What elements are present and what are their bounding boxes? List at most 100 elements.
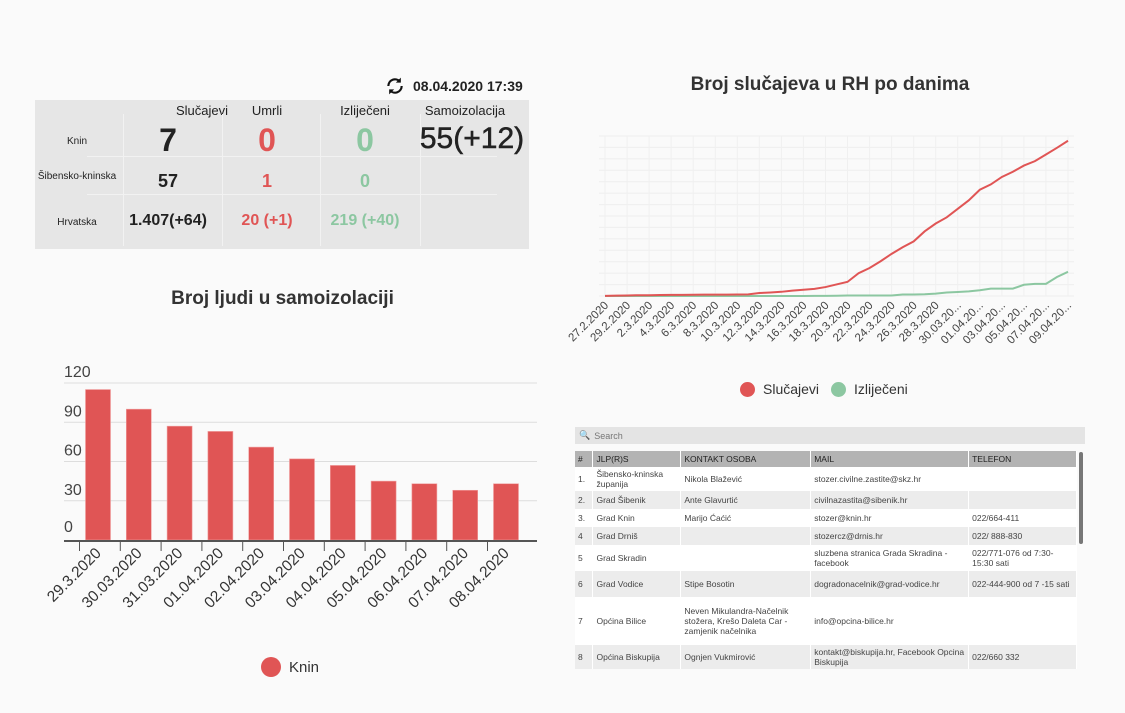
bar bbox=[289, 458, 315, 541]
bar-chart-title: Broj ljudi u samoizolaciji bbox=[171, 288, 394, 309]
search-icon: 🔍 bbox=[579, 430, 591, 440]
y-tick-label: 60 bbox=[64, 443, 82, 460]
table-cell: Ognjen Vukmirović bbox=[680, 645, 812, 669]
croatia-deaths: 20 (+1) bbox=[241, 212, 293, 229]
search-input[interactable]: 🔍 Search bbox=[575, 427, 1085, 444]
legend-dot-knin bbox=[261, 657, 281, 677]
table-row[interactable]: 4 Grad Drniš stozercz@drnis.hr 022/ 888-830 bbox=[575, 527, 1077, 545]
table-cell: kontakt@biskupija.hr, Facebook Opcina Bi… bbox=[810, 645, 970, 669]
bar bbox=[452, 489, 479, 541]
table-cell: stozer@knin.hr bbox=[810, 509, 970, 527]
table-cell: 3. bbox=[575, 509, 594, 527]
table-cell: 4 bbox=[575, 527, 594, 545]
line-chart: 27.2.202029.2.20202.3.20204.3.20206.3.20… bbox=[566, 135, 1074, 347]
column-header[interactable]: KONTAKT OSOBA bbox=[680, 451, 812, 467]
table-cell: civilnazastita@sibenik.hr bbox=[810, 491, 970, 509]
stats-panel: Slučajevi Umrli Izliječeni Samoizolacija… bbox=[35, 100, 529, 249]
table-cell: 7 bbox=[575, 597, 594, 645]
bar bbox=[207, 431, 234, 541]
county-cases: 57 bbox=[157, 171, 179, 191]
table-cell bbox=[680, 527, 812, 545]
row-label: Šibensko-kninska bbox=[37, 171, 117, 182]
table-cell: 8 bbox=[575, 645, 594, 669]
y-tick-label: 120 bbox=[64, 364, 91, 381]
col-header-cases: Slučajevi bbox=[175, 103, 229, 118]
last-updated: 08.04.2020 17:39 bbox=[385, 76, 523, 96]
croatia-cases: 1.407(+64) bbox=[129, 212, 207, 229]
row-label: Hrvatska bbox=[57, 217, 97, 228]
bar bbox=[370, 480, 397, 541]
bar bbox=[85, 389, 111, 541]
table-cell: 6 bbox=[575, 571, 594, 597]
contacts-table-card: 🔍 Search # JLP(R)S KONTAKT OSOBA MAIL TELEFO… bbox=[575, 427, 1085, 675]
legend-label[interactable]: Knin bbox=[289, 658, 320, 676]
table-cell: Općina Bilice bbox=[592, 597, 682, 645]
legend-label[interactable]: Izliječeni bbox=[854, 381, 908, 397]
table-row[interactable]: 8 Općina Biskupija Ognjen Vukmirović kontak… bbox=[575, 645, 1077, 669]
table-cell: Neven Mikulandra-Načelnik stožera, Krešo… bbox=[680, 597, 812, 645]
legend-dot-cases bbox=[740, 381, 755, 397]
table-cell: Šibensko-kninska županija bbox=[592, 467, 682, 491]
y-tick-label: 30 bbox=[64, 482, 82, 499]
table-row[interactable]: 6 Grad Vodice Stipe Bosotin dogradonacelnik… bbox=[575, 571, 1077, 597]
legend-dot-recovered bbox=[831, 381, 847, 397]
table-cell: stozercz@drnis.hr bbox=[810, 527, 970, 545]
table-cell: 2. bbox=[575, 491, 594, 509]
table-cell: info@opcina-bilice.hr bbox=[810, 597, 970, 645]
line-chart-title: Broj slučajeva u RH po danima bbox=[690, 74, 970, 95]
bar-chart-legend: Knin bbox=[261, 657, 319, 677]
table-cell: stozer.civilne.zastite@skz.hr bbox=[810, 467, 970, 491]
refresh-icon[interactable] bbox=[385, 76, 405, 96]
series-line-Slučajevi bbox=[604, 139, 1069, 297]
column-header[interactable]: MAIL bbox=[810, 451, 970, 467]
column-header[interactable]: JLP(R)S bbox=[592, 451, 682, 467]
bar bbox=[329, 465, 356, 541]
table-cell: Marijo Ćaćić bbox=[680, 509, 812, 527]
column-header[interactable]: # bbox=[575, 451, 594, 467]
table-cell bbox=[968, 597, 1077, 645]
bar bbox=[126, 408, 152, 541]
timestamp: 08.04.2020 17:39 bbox=[413, 78, 523, 94]
table-cell: 022/660 332 bbox=[968, 645, 1077, 669]
line-chart-legend: Slučajevi Izliječeni bbox=[740, 381, 908, 397]
table-cell: Grad Šibenik bbox=[592, 491, 682, 509]
col-header-deaths: Umrli bbox=[251, 103, 283, 118]
table-row[interactable]: 5 Grad Skradin sluzbena stranica Grada Skr… bbox=[575, 545, 1077, 571]
column-header[interactable]: TELEFON bbox=[968, 451, 1077, 467]
table-cell: 022/ 888-830 bbox=[968, 527, 1077, 545]
bar bbox=[493, 483, 519, 541]
table-row[interactable]: 3. Grad Knin Marijo Ćaćić stozer@knin.hr 022… bbox=[575, 509, 1077, 527]
bar bbox=[166, 425, 193, 541]
table-cell: Ante Glavurtić bbox=[680, 491, 812, 509]
table-cell: sluzbena stranica Grada Skradina - faceb… bbox=[810, 545, 970, 571]
bar-chart: 030609012029.3.202030.03.202031.03.20200… bbox=[44, 364, 537, 612]
table-cell bbox=[968, 491, 1077, 509]
table-cell: Nikola Blažević bbox=[680, 467, 812, 491]
knin-cases: 7 bbox=[159, 122, 177, 158]
table-cell: Općina Biskupija bbox=[592, 645, 682, 669]
table-cell: Grad Drniš bbox=[592, 527, 682, 545]
table-cell: 022/771-076 od 7:30-15:30 sati bbox=[968, 545, 1077, 571]
table-cell: 5 bbox=[575, 545, 594, 571]
table-row[interactable]: 7 Općina Bilice Neven Mikulandra-Načelnik … bbox=[575, 597, 1077, 645]
table-row[interactable]: 2. Grad Šibenik Ante Glavurtić civilnazasti… bbox=[575, 491, 1077, 509]
knin-recovered: 0 bbox=[356, 122, 374, 158]
col-header-isolation: Samoizolacija bbox=[424, 103, 506, 118]
col-header-recovered: Izliječeni bbox=[340, 103, 390, 118]
table-cell bbox=[968, 467, 1077, 491]
knin-deaths: 0 bbox=[258, 122, 276, 158]
table-cell: dogradonacelnik@grad-vodice.hr bbox=[810, 571, 970, 597]
y-tick-label: 0 bbox=[64, 519, 73, 536]
table-cell: Stipe Bosotin bbox=[680, 571, 812, 597]
row-label: Knin bbox=[66, 136, 87, 147]
legend-label[interactable]: Slučajevi bbox=[763, 381, 820, 397]
table-cell: Grad Knin bbox=[592, 509, 682, 527]
scrollbar[interactable] bbox=[1079, 452, 1083, 544]
table-cell: Grad Skradin bbox=[592, 545, 682, 571]
contacts-table: # JLP(R)S KONTAKT OSOBA MAIL TELEFON 1. Šiben… bbox=[575, 451, 1077, 669]
table-cell: 1. bbox=[575, 467, 594, 491]
table-cell bbox=[680, 545, 812, 571]
bar bbox=[248, 446, 274, 541]
county-recovered: 0 bbox=[359, 171, 370, 191]
table-row[interactable]: 1. Šibensko-kninska županija Nikola Blažev… bbox=[575, 467, 1077, 491]
